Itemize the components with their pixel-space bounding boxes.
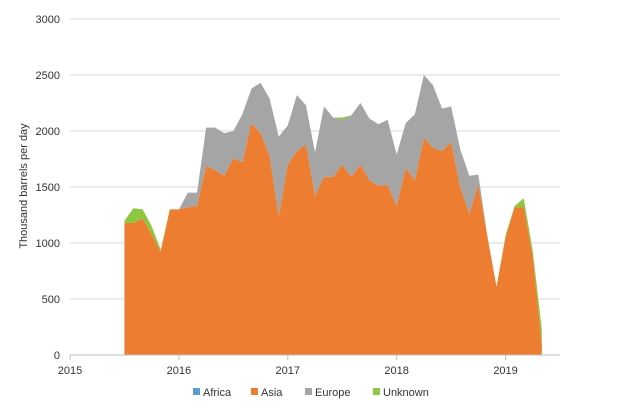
legend-label: Unknown <box>383 387 429 399</box>
x-tick-label: 2016 <box>167 365 191 377</box>
x-tick-labels: 2015 2016 2017 2018 2019 <box>58 365 518 377</box>
legend-item-africa: Africa <box>193 387 232 399</box>
legend-label: Europe <box>315 387 350 399</box>
legend-item-asia: Asia <box>251 387 283 399</box>
y-tick-label: 1000 <box>36 238 60 250</box>
legend-swatch <box>251 388 258 395</box>
y-tick-label: 2000 <box>36 126 60 138</box>
area-asia <box>124 123 542 355</box>
legend-item-europe: Europe <box>305 387 350 399</box>
legend-swatch <box>305 388 312 395</box>
legend: Africa Asia Europe Unknown <box>193 387 429 399</box>
x-tick-label: 2019 <box>493 365 517 377</box>
series-areas <box>124 75 542 355</box>
y-tick-labels: 0 500 1000 1500 2000 2500 3000 <box>36 14 60 362</box>
y-tick-label: 0 <box>54 350 60 362</box>
area-europe <box>124 75 542 344</box>
y-axis-label: Thousand barrels per day <box>18 123 30 249</box>
legend-label: Africa <box>203 387 232 399</box>
legend-label: Asia <box>261 387 283 399</box>
y-tick-label: 1500 <box>36 182 60 194</box>
axes <box>69 354 560 360</box>
legend-swatch <box>193 388 200 395</box>
y-tick-label: 3000 <box>36 14 60 26</box>
legend-item-unknown: Unknown <box>373 387 429 399</box>
x-tick-label: 2018 <box>384 365 408 377</box>
x-tick-label: 2015 <box>58 365 82 377</box>
x-tick-label: 2017 <box>276 365 300 377</box>
y-tick-label: 2500 <box>36 70 60 82</box>
legend-swatch <box>373 388 380 395</box>
y-tick-label: 500 <box>42 294 60 306</box>
